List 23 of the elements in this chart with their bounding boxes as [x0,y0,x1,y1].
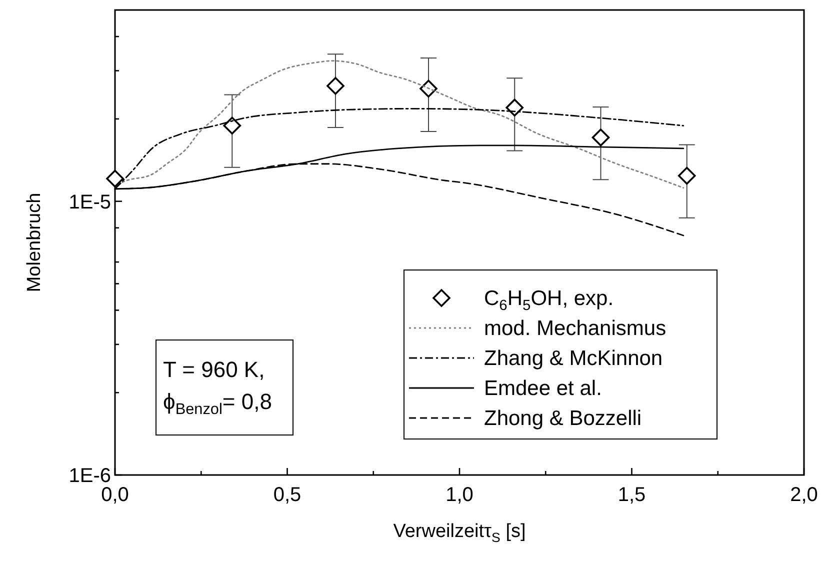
y-tick-label: 1E-6 [68,465,111,487]
annotation: ϕ$_{Benzol}$= 0,8 [163,389,272,418]
point [223,116,242,135]
x-axis-title: Verweilzeitτ$_{S}$ [s] [393,521,526,545]
legend-label: mod. Mechanismus [484,317,666,340]
legend-label: Emdee et al. [484,377,602,400]
point [506,98,524,116]
y-tick-label: 1E-5 [68,191,111,214]
point [678,166,696,185]
y-axis-title: Molenbruch [24,192,45,292]
point [592,128,610,146]
legend-label: C$_{6}$H$_{5}$OH, exp. [484,287,614,314]
x-tick-label: 0,5 [273,484,302,506]
annotation: T = 960 K, [163,357,265,382]
x-tick-label: 1,0 [446,484,474,506]
x-tick-label: 2,0 [790,484,818,506]
point [106,170,124,188]
x-tick-label: 0,0 [101,484,129,506]
point [326,77,344,95]
legend-label: Zhang & McKinnon [484,347,663,370]
x-tick-label: 1,5 [618,484,646,506]
point [420,80,438,98]
legend-label: Zhong & Bozzelli [484,407,642,430]
